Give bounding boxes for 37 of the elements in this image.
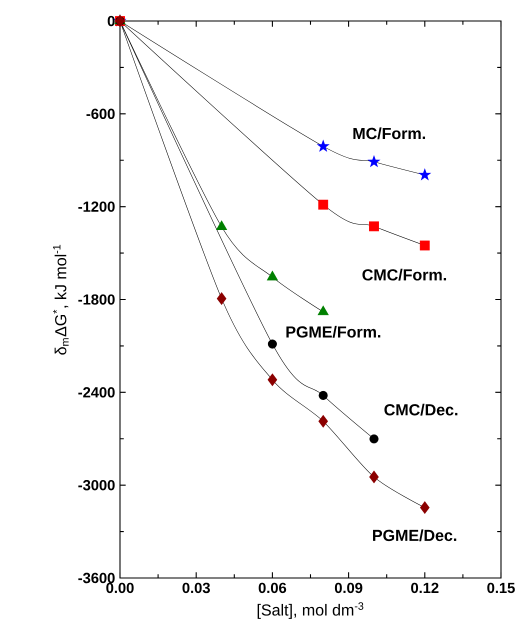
x-tick-label: 0.06 bbox=[258, 582, 286, 594]
series-label: MC/Form. bbox=[353, 127, 426, 140]
y-tick-label: -1200 bbox=[78, 201, 115, 212]
point bbox=[216, 292, 226, 305]
series-label: CMC/Dec. bbox=[384, 404, 458, 416]
point bbox=[318, 414, 328, 428]
x-axis-title: [Salt], mol dm$^{-3}$ bbox=[258, 602, 364, 619]
series-label: PGME/Form. bbox=[286, 326, 380, 338]
point bbox=[318, 200, 328, 210]
y-tick-label: -600 bbox=[86, 108, 115, 120]
point bbox=[268, 374, 278, 386]
point bbox=[216, 220, 228, 230]
y-tick-label: -2400 bbox=[78, 387, 115, 398]
series-label: CMC/Form. bbox=[362, 268, 446, 281]
series-label: PGME/Dec. bbox=[373, 529, 456, 542]
point bbox=[317, 140, 330, 152]
x-tick-label: 0.03 bbox=[182, 582, 210, 594]
point bbox=[369, 221, 379, 232]
x-tick-label: 0.09 bbox=[334, 582, 362, 594]
y-axis-title: δ$_{m}$ΔG$^{*}$, kJ mol$^{-1}$ bbox=[53, 244, 69, 355]
point bbox=[318, 306, 329, 316]
y-tick-label: -3600 bbox=[78, 572, 115, 584]
point bbox=[368, 156, 380, 167]
point bbox=[266, 270, 278, 280]
x-tick-label: 0.00 bbox=[106, 582, 134, 594]
y-tick-label: -1800 bbox=[78, 294, 115, 305]
x-tick-label: 0.15 bbox=[487, 582, 515, 594]
point bbox=[369, 434, 379, 444]
point bbox=[420, 240, 430, 250]
point bbox=[318, 390, 328, 400]
point bbox=[268, 340, 277, 349]
point bbox=[369, 470, 379, 484]
y-tick-label: 0 bbox=[108, 16, 115, 26]
y-tick-label: -3000 bbox=[78, 480, 115, 490]
x-tick-label: 0.12 bbox=[411, 582, 438, 594]
point bbox=[420, 501, 430, 514]
point bbox=[418, 168, 431, 180]
